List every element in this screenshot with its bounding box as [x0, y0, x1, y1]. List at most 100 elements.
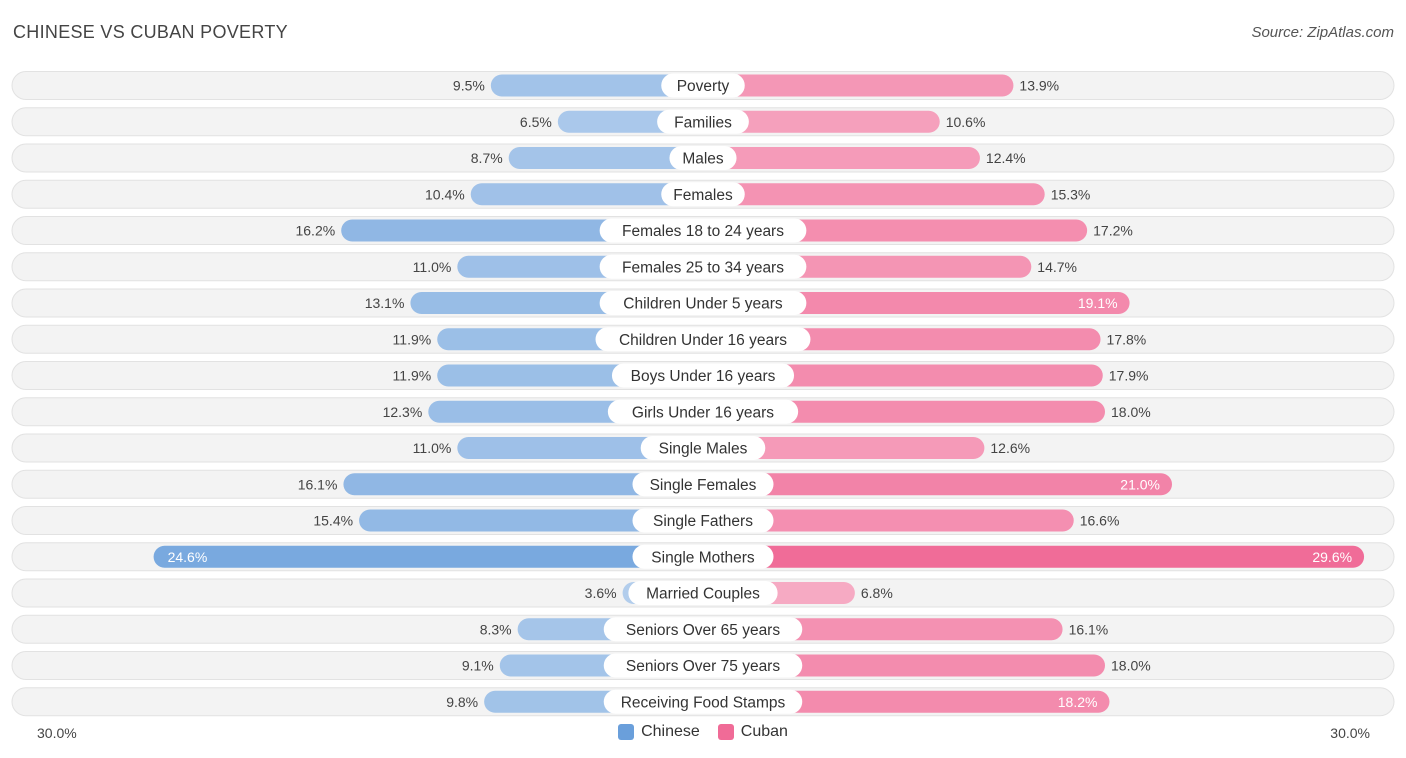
category-label-single-mothers: Single Mothers — [651, 549, 755, 566]
category-label-single-females: Single Females — [650, 477, 757, 494]
bar-chinese-single-males[interactable] — [457, 437, 703, 459]
value-label-cuban-females: 15.3% — [1051, 186, 1091, 202]
bar-cuban-single-females[interactable] — [703, 473, 1172, 496]
category-pill-seniors-over-65-years — [603, 617, 803, 642]
category-label-single-males: Single Males — [659, 441, 748, 458]
value-label-chinese-males: 8.7% — [471, 150, 503, 166]
value-label-chinese-single-males: 11.0% — [413, 440, 452, 456]
chart-title: CHINESE VS CUBAN POVERTY — [13, 22, 288, 42]
value-label-cuban-females-25-to-34-years: 14.7% — [1037, 259, 1077, 275]
bar-cuban-females[interactable] — [703, 183, 1045, 206]
category-pill-single-males — [640, 436, 766, 460]
value-label-cuban-poverty: 13.9% — [1019, 78, 1059, 94]
value-label-cuban-children-under-16-years: 17.8% — [1107, 331, 1147, 347]
value-label-cuban-females-18-to-24-years: 17.2% — [1093, 223, 1133, 239]
value-label-cuban-single-mothers: 29.6% — [1312, 549, 1352, 565]
value-label-chinese-children-under-16-years: 11.9% — [393, 331, 432, 347]
value-label-chinese-seniors-over-65-years: 8.3% — [480, 621, 512, 637]
legend-swatch-cuban — [717, 724, 734, 740]
value-label-cuban-children-under-5-years: 19.1% — [1078, 295, 1118, 311]
bar-cuban-children-under-5-years[interactable] — [703, 292, 1130, 314]
value-label-cuban-single-males: 12.6% — [990, 440, 1030, 456]
legend-label-cuban: Cuban — [740, 723, 788, 740]
value-label-chinese-poverty: 9.5% — [453, 78, 485, 94]
category-pill-females — [661, 182, 745, 207]
value-label-chinese-children-under-5-years: 13.1% — [365, 295, 405, 311]
category-pill-females-25-to-34-years — [599, 254, 807, 279]
category-pill-boys-under-16-years — [611, 363, 795, 388]
bar-chinese-females[interactable] — [470, 183, 703, 206]
category-pill-receiving-food-stamps — [603, 689, 803, 714]
category-label-poverty: Poverty — [677, 78, 730, 95]
category-pill-girls-under-16-years — [607, 399, 799, 424]
value-label-chinese-girls-under-16-years: 12.3% — [383, 404, 423, 420]
category-pill-poverty — [661, 73, 745, 98]
bar-chinese-males[interactable] — [508, 147, 703, 169]
bar-cuban-girls-under-16-years[interactable] — [703, 400, 1105, 423]
bar-chinese-single-mothers[interactable] — [153, 545, 704, 568]
value-label-cuban-receiving-food-stamps: 18.2% — [1058, 694, 1098, 710]
value-label-chinese-single-fathers: 15.4% — [313, 513, 353, 529]
category-pill-single-females — [632, 472, 774, 497]
legend-item-cuban[interactable]: Cuban — [717, 723, 788, 741]
value-label-chinese-single-females: 16.1% — [298, 476, 338, 492]
category-label-children-under-16-years: Children Under 16 years — [619, 332, 787, 349]
category-pill-females-18-to-24-years — [599, 218, 807, 243]
value-label-cuban-seniors-over-75-years: 18.0% — [1111, 658, 1151, 674]
value-label-chinese-seniors-over-75-years: 9.1% — [462, 658, 494, 674]
category-label-seniors-over-75-years: Seniors Over 75 years — [626, 658, 780, 675]
category-pill-single-fathers — [632, 508, 774, 533]
value-label-chinese-boys-under-16-years: 11.9% — [393, 368, 432, 384]
category-label-children-under-5-years: Children Under 5 years — [623, 296, 783, 313]
bar-cuban-seniors-over-75-years[interactable] — [703, 654, 1105, 677]
value-label-chinese-receiving-food-stamps: 9.8% — [446, 694, 478, 710]
category-label-seniors-over-65-years: Seniors Over 65 years — [626, 622, 780, 639]
value-label-cuban-seniors-over-65-years: 16.1% — [1069, 621, 1109, 637]
category-label-receiving-food-stamps: Receiving Food Stamps — [621, 694, 786, 711]
value-label-cuban-girls-under-16-years: 18.0% — [1111, 404, 1151, 420]
axis-label-right: 30.0% — [1330, 725, 1370, 741]
category-pill-children-under-16-years — [595, 327, 811, 352]
value-label-chinese-single-mothers: 24.6% — [168, 549, 208, 565]
legend-item-chinese[interactable]: Chinese — [618, 723, 700, 741]
value-label-cuban-married-couples: 6.8% — [861, 585, 893, 601]
bar-chinese-poverty[interactable] — [490, 74, 703, 97]
bar-chinese-single-fathers[interactable] — [359, 509, 703, 532]
bar-chinese-single-females[interactable] — [343, 473, 703, 496]
legend-swatch-chinese — [618, 724, 635, 740]
category-pill-children-under-5-years — [599, 291, 807, 315]
legend: Chinese Cuban — [0, 723, 1406, 741]
bar-cuban-males[interactable] — [703, 147, 980, 169]
axis-label-left: 30.0% — [37, 725, 77, 741]
value-label-cuban-males: 12.4% — [986, 150, 1026, 166]
bar-cuban-receiving-food-stamps[interactable] — [703, 690, 1110, 713]
category-label-girls-under-16-years: Girls Under 16 years — [632, 404, 774, 421]
value-label-chinese-females-25-to-34-years: 11.0% — [413, 259, 452, 275]
category-label-females-18-to-24-years: Females 18 to 24 years — [622, 223, 784, 240]
bar-cuban-single-males[interactable] — [703, 437, 985, 459]
value-label-cuban-families: 10.6% — [946, 114, 986, 130]
value-label-chinese-families: 6.5% — [520, 114, 552, 130]
category-label-males: Males — [682, 151, 724, 168]
category-label-families: Families — [674, 114, 732, 131]
category-label-females: Females — [673, 187, 733, 204]
bar-cuban-boys-under-16-years[interactable] — [703, 364, 1103, 387]
bar-cuban-families[interactable] — [703, 110, 940, 133]
value-label-chinese-married-couples: 3.6% — [585, 585, 617, 601]
category-pill-seniors-over-75-years — [603, 653, 803, 678]
category-pill-married-couples — [628, 581, 778, 605]
chart-source: Source: ZipAtlas.com — [1251, 24, 1394, 41]
value-label-chinese-females: 10.4% — [425, 186, 465, 202]
legend-label-chinese: Chinese — [641, 723, 700, 740]
bar-cuban-single-mothers[interactable] — [703, 545, 1365, 568]
category-label-boys-under-16-years: Boys Under 16 years — [631, 368, 776, 385]
category-label-single-fathers: Single Fathers — [653, 513, 753, 530]
bar-cuban-single-fathers[interactable] — [703, 509, 1074, 532]
category-pill-families — [657, 109, 749, 134]
bar-cuban-poverty[interactable] — [703, 74, 1014, 97]
value-label-cuban-single-females: 21.0% — [1120, 476, 1160, 492]
value-label-cuban-boys-under-16-years: 17.9% — [1109, 368, 1149, 384]
category-pill-males — [669, 146, 737, 170]
value-label-cuban-single-fathers: 16.6% — [1080, 513, 1120, 529]
